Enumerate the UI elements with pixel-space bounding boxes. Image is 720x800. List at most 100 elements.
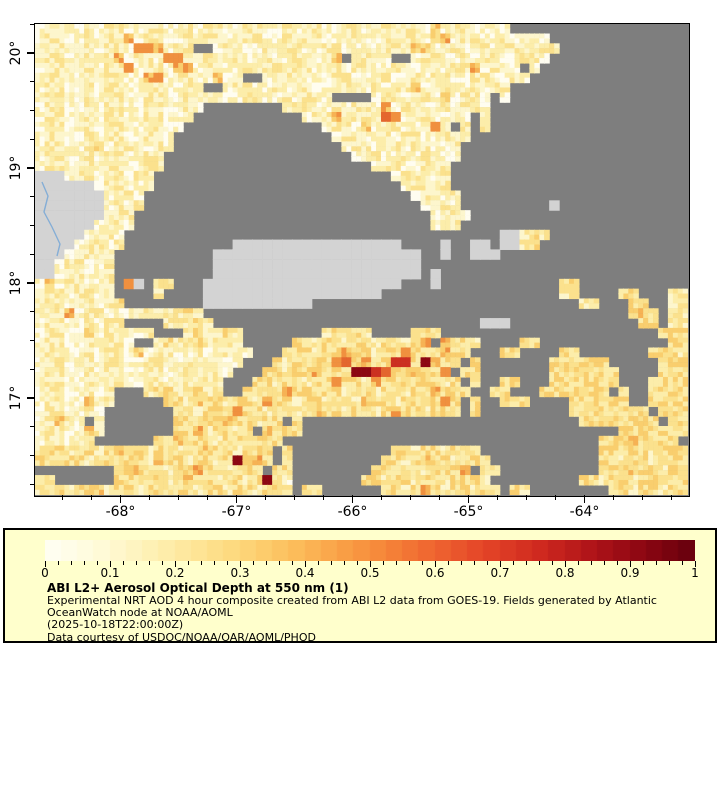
lat-major-tick [27,167,35,169]
colorbar-minor-tick [669,561,670,565]
legend-text-block: ABI L2+ Aerosol Optical Depth at 550 nm … [47,582,657,644]
colorbar-minor-tick [201,561,202,565]
lat-minor-tick [30,426,35,428]
colorbar-minor-tick [84,561,85,565]
colorbar-minor-tick [682,561,683,565]
colorbar-minor-tick [578,561,579,565]
colorbar-major-tick [175,561,176,567]
colorbar-minor-tick [149,561,150,565]
lat-minor-tick [30,23,35,25]
colorbar-major-tick [435,561,436,567]
lat-minor-tick [30,224,35,227]
lon-minor-tick [380,495,383,500]
lon-minor-tick [177,495,180,500]
lon-tick-label: -68° [105,504,136,520]
lon-tick-label: -64° [569,504,600,520]
colorbar-tick-label: 0 [41,566,49,580]
colorbar-tick-label: 0.7 [490,566,510,580]
lat-major-tick [27,52,35,54]
colorbar-minor-tick [513,561,514,565]
colorbar-minor-tick [292,561,293,565]
colorbar-minor-tick [357,561,358,565]
colorbar-tick-label: 1 [691,566,699,580]
colorbar-minor-tick [461,561,462,565]
lon-major-tick [467,495,470,503]
colorbar-minor-tick [487,561,488,565]
legend-description-line1: Experimental NRT AOD 4 hour composite cr… [47,594,657,607]
colorbar-major-tick [305,561,306,567]
colorbar-minor-tick [97,561,98,565]
colorbar-major-tick [500,561,501,567]
lon-minor-tick [293,495,296,500]
lon-major-tick [119,495,122,503]
colorbar-minor-tick [344,561,345,565]
colorbar-major-tick [110,561,111,567]
colorbar-tick-label: 0.3 [230,566,250,580]
colorbar-minor-tick [448,561,449,565]
colorbar-minor-tick [409,561,410,565]
lat-minor-tick [30,109,35,112]
colorbar-minor-tick [266,561,267,565]
colorbar-tick-label: 0.6 [425,566,445,580]
lon-minor-tick [525,495,528,500]
legend-description-line2: OceanWatch node at NOAA/AOML [47,606,233,620]
colorbar-major-tick [370,561,371,567]
colorbar-minor-tick [383,561,384,565]
legend-timestamp: (2025-10-18T22:00:00Z) [47,618,184,632]
colorbar-minor-tick [331,561,332,565]
lon-major-tick [235,495,238,503]
colorbar-minor-tick [279,561,280,565]
colorbar-major-tick [695,561,696,567]
colorbar-tick-label: 0.5 [360,566,380,580]
lat-minor-tick [30,138,35,140]
lat-tick-label: 17° [8,385,24,411]
colorbar-major-tick [565,561,566,567]
lon-minor-tick [206,495,209,500]
lon-minor-tick [641,495,644,500]
colorbar [45,540,695,561]
lon-minor-tick [322,495,325,500]
lon-minor-tick [148,495,151,500]
colorbar-minor-tick [227,561,228,565]
lat-minor-tick [30,483,35,485]
lon-tick-label: -66° [337,504,368,520]
lon-minor-tick [670,495,673,500]
colorbar-minor-tick [123,561,124,565]
colorbar-minor-tick [604,561,605,565]
map-frame [33,22,690,497]
colorbar-minor-tick [656,561,657,565]
lon-tick-label: -65° [453,504,484,520]
lat-minor-tick [30,196,35,198]
lat-minor-tick [30,81,35,83]
colorbar-minor-tick [643,561,644,565]
colorbar-tick-label: 0.9 [620,566,640,580]
lon-minor-tick [554,495,557,500]
legend-panel: 0 0.1 0.2 0.3 0.4 0.5 0.6 0.7 0.8 0.9 1 ABI L2+ Ae… [3,528,717,643]
colorbar-minor-tick [552,561,553,565]
colorbar-minor-tick [58,561,59,565]
colorbar-major-tick [240,561,241,567]
colorbar-major-tick [45,561,46,567]
colorbar-minor-tick [71,561,72,565]
lat-minor-tick [30,454,35,457]
colorbar-minor-tick [188,561,189,565]
lon-minor-tick [612,495,615,500]
lat-minor-tick [30,339,35,342]
lat-minor-tick [30,253,35,255]
lat-tick-label: 19° [8,155,24,181]
lat-major-tick [27,397,35,399]
lon-minor-tick [61,495,64,500]
lon-minor-tick [438,495,441,500]
colorbar-minor-tick [526,561,527,565]
lon-minor-tick [409,495,412,500]
colorbar-minor-tick [591,561,592,565]
aod-raster [34,23,688,495]
lon-minor-tick [264,495,267,500]
lat-minor-tick [30,368,35,370]
colorbar-minor-tick [162,561,163,565]
colorbar-minor-tick [253,561,254,565]
colorbar-minor-tick [136,561,137,565]
lon-major-tick [583,495,586,503]
colorbar-tick-label: 0.1 [100,566,120,580]
